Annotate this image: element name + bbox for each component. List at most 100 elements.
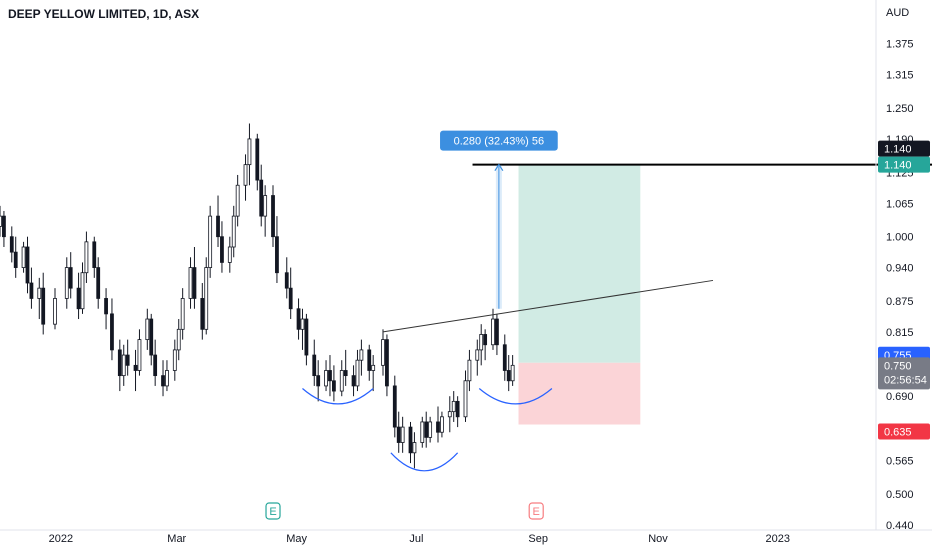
candle xyxy=(80,262,85,314)
candle xyxy=(176,319,181,361)
candle xyxy=(53,288,57,330)
candle-body xyxy=(227,246,232,263)
candle-body xyxy=(351,375,356,387)
candle-body xyxy=(328,370,332,382)
candle xyxy=(137,329,142,376)
candle-body xyxy=(37,287,42,299)
candle xyxy=(436,406,440,443)
candle xyxy=(149,313,154,366)
time-tick-label: Mar xyxy=(167,533,186,545)
candle-body xyxy=(21,246,26,268)
candle-body xyxy=(29,282,34,299)
candles-series xyxy=(0,123,515,469)
candle xyxy=(275,216,279,284)
candle xyxy=(271,185,275,247)
candle xyxy=(412,432,417,469)
stop-price-label: 0.635 xyxy=(884,427,912,439)
candle-body xyxy=(440,416,444,433)
time-tick-label: Jul xyxy=(409,533,423,545)
time-scale[interactable]: 2022 Mar May Jul Sep Nov 2023 xyxy=(49,533,790,545)
candle xyxy=(447,396,452,433)
pattern-curve[interactable] xyxy=(390,452,459,472)
candle-body xyxy=(9,236,14,253)
candle-body xyxy=(495,318,499,346)
candle xyxy=(133,349,138,392)
candle-body xyxy=(216,215,220,238)
candle xyxy=(25,236,30,294)
candle xyxy=(381,329,385,376)
candle-body xyxy=(125,354,130,366)
candle xyxy=(455,396,460,428)
candle xyxy=(491,308,495,350)
candle xyxy=(21,241,26,273)
candle xyxy=(424,411,429,448)
candle-body xyxy=(304,318,309,356)
price-tick-label: 0.690 xyxy=(886,391,914,403)
candle-body xyxy=(359,349,364,361)
measure-label-box xyxy=(440,130,558,151)
candle-body xyxy=(96,267,101,299)
candle xyxy=(408,421,413,464)
candle-body xyxy=(506,370,511,382)
candle-body xyxy=(64,267,69,299)
price-tick-label: 0.940 xyxy=(886,263,914,275)
candle xyxy=(227,236,232,273)
candle xyxy=(200,283,205,340)
candle xyxy=(121,344,126,386)
price-tick-label: 1.065 xyxy=(886,198,914,210)
time-tick-label: 2023 xyxy=(766,533,790,545)
earnings-icon-letter: E xyxy=(533,506,540,518)
candle xyxy=(13,236,18,278)
candle-body xyxy=(343,370,348,377)
time-tick-label: Sep xyxy=(528,533,548,545)
candle xyxy=(188,257,193,309)
target-zone[interactable] xyxy=(518,164,641,363)
drawings-layer[interactable]: 0.280 (32.43%) 56 xyxy=(302,130,932,472)
candle-body xyxy=(92,241,97,268)
candle-body xyxy=(332,380,336,392)
stop-zone[interactable] xyxy=(518,362,641,425)
candle xyxy=(510,355,515,386)
candle xyxy=(385,334,389,397)
measure-label: 0.280 (32.43%) 56 xyxy=(454,136,545,148)
candle-body xyxy=(316,375,321,387)
neckline-trendline[interactable] xyxy=(382,279,714,333)
position-zones[interactable] xyxy=(518,164,641,425)
earnings-icon[interactable]: E xyxy=(528,502,544,520)
candle-body xyxy=(172,349,177,371)
candle-body xyxy=(68,267,73,289)
candle-body xyxy=(396,426,401,443)
candle xyxy=(180,288,185,340)
candle-body xyxy=(483,334,488,346)
candle-body xyxy=(479,334,484,351)
candle-body xyxy=(149,318,154,356)
candle xyxy=(68,252,73,299)
candle xyxy=(204,257,209,335)
bar-countdown-label: 02:56:54 xyxy=(884,374,927,386)
candle-body xyxy=(436,421,440,433)
price-tick-label: 1.315 xyxy=(886,70,914,82)
price-tick-label: 1.375 xyxy=(886,39,914,51)
earnings-icon-letter: E xyxy=(269,506,276,518)
pattern-curve[interactable] xyxy=(302,388,374,405)
candle xyxy=(37,277,42,320)
candle xyxy=(324,360,328,392)
time-tick-label: May xyxy=(286,533,307,545)
candle-body xyxy=(355,359,360,387)
candle xyxy=(259,164,264,227)
earnings-icon[interactable]: E xyxy=(265,502,281,520)
candle xyxy=(9,226,14,263)
candle xyxy=(332,365,336,402)
candle-body xyxy=(13,251,18,268)
candle xyxy=(29,267,34,309)
candle-body xyxy=(275,236,279,274)
price-tick-label: 0.875 xyxy=(886,296,914,308)
candle xyxy=(300,308,305,350)
candle-body xyxy=(300,318,305,330)
stop-price-label-bg xyxy=(878,423,930,440)
candle-body xyxy=(165,370,169,387)
pattern-curve[interactable] xyxy=(478,388,553,405)
candle-body xyxy=(381,339,385,366)
